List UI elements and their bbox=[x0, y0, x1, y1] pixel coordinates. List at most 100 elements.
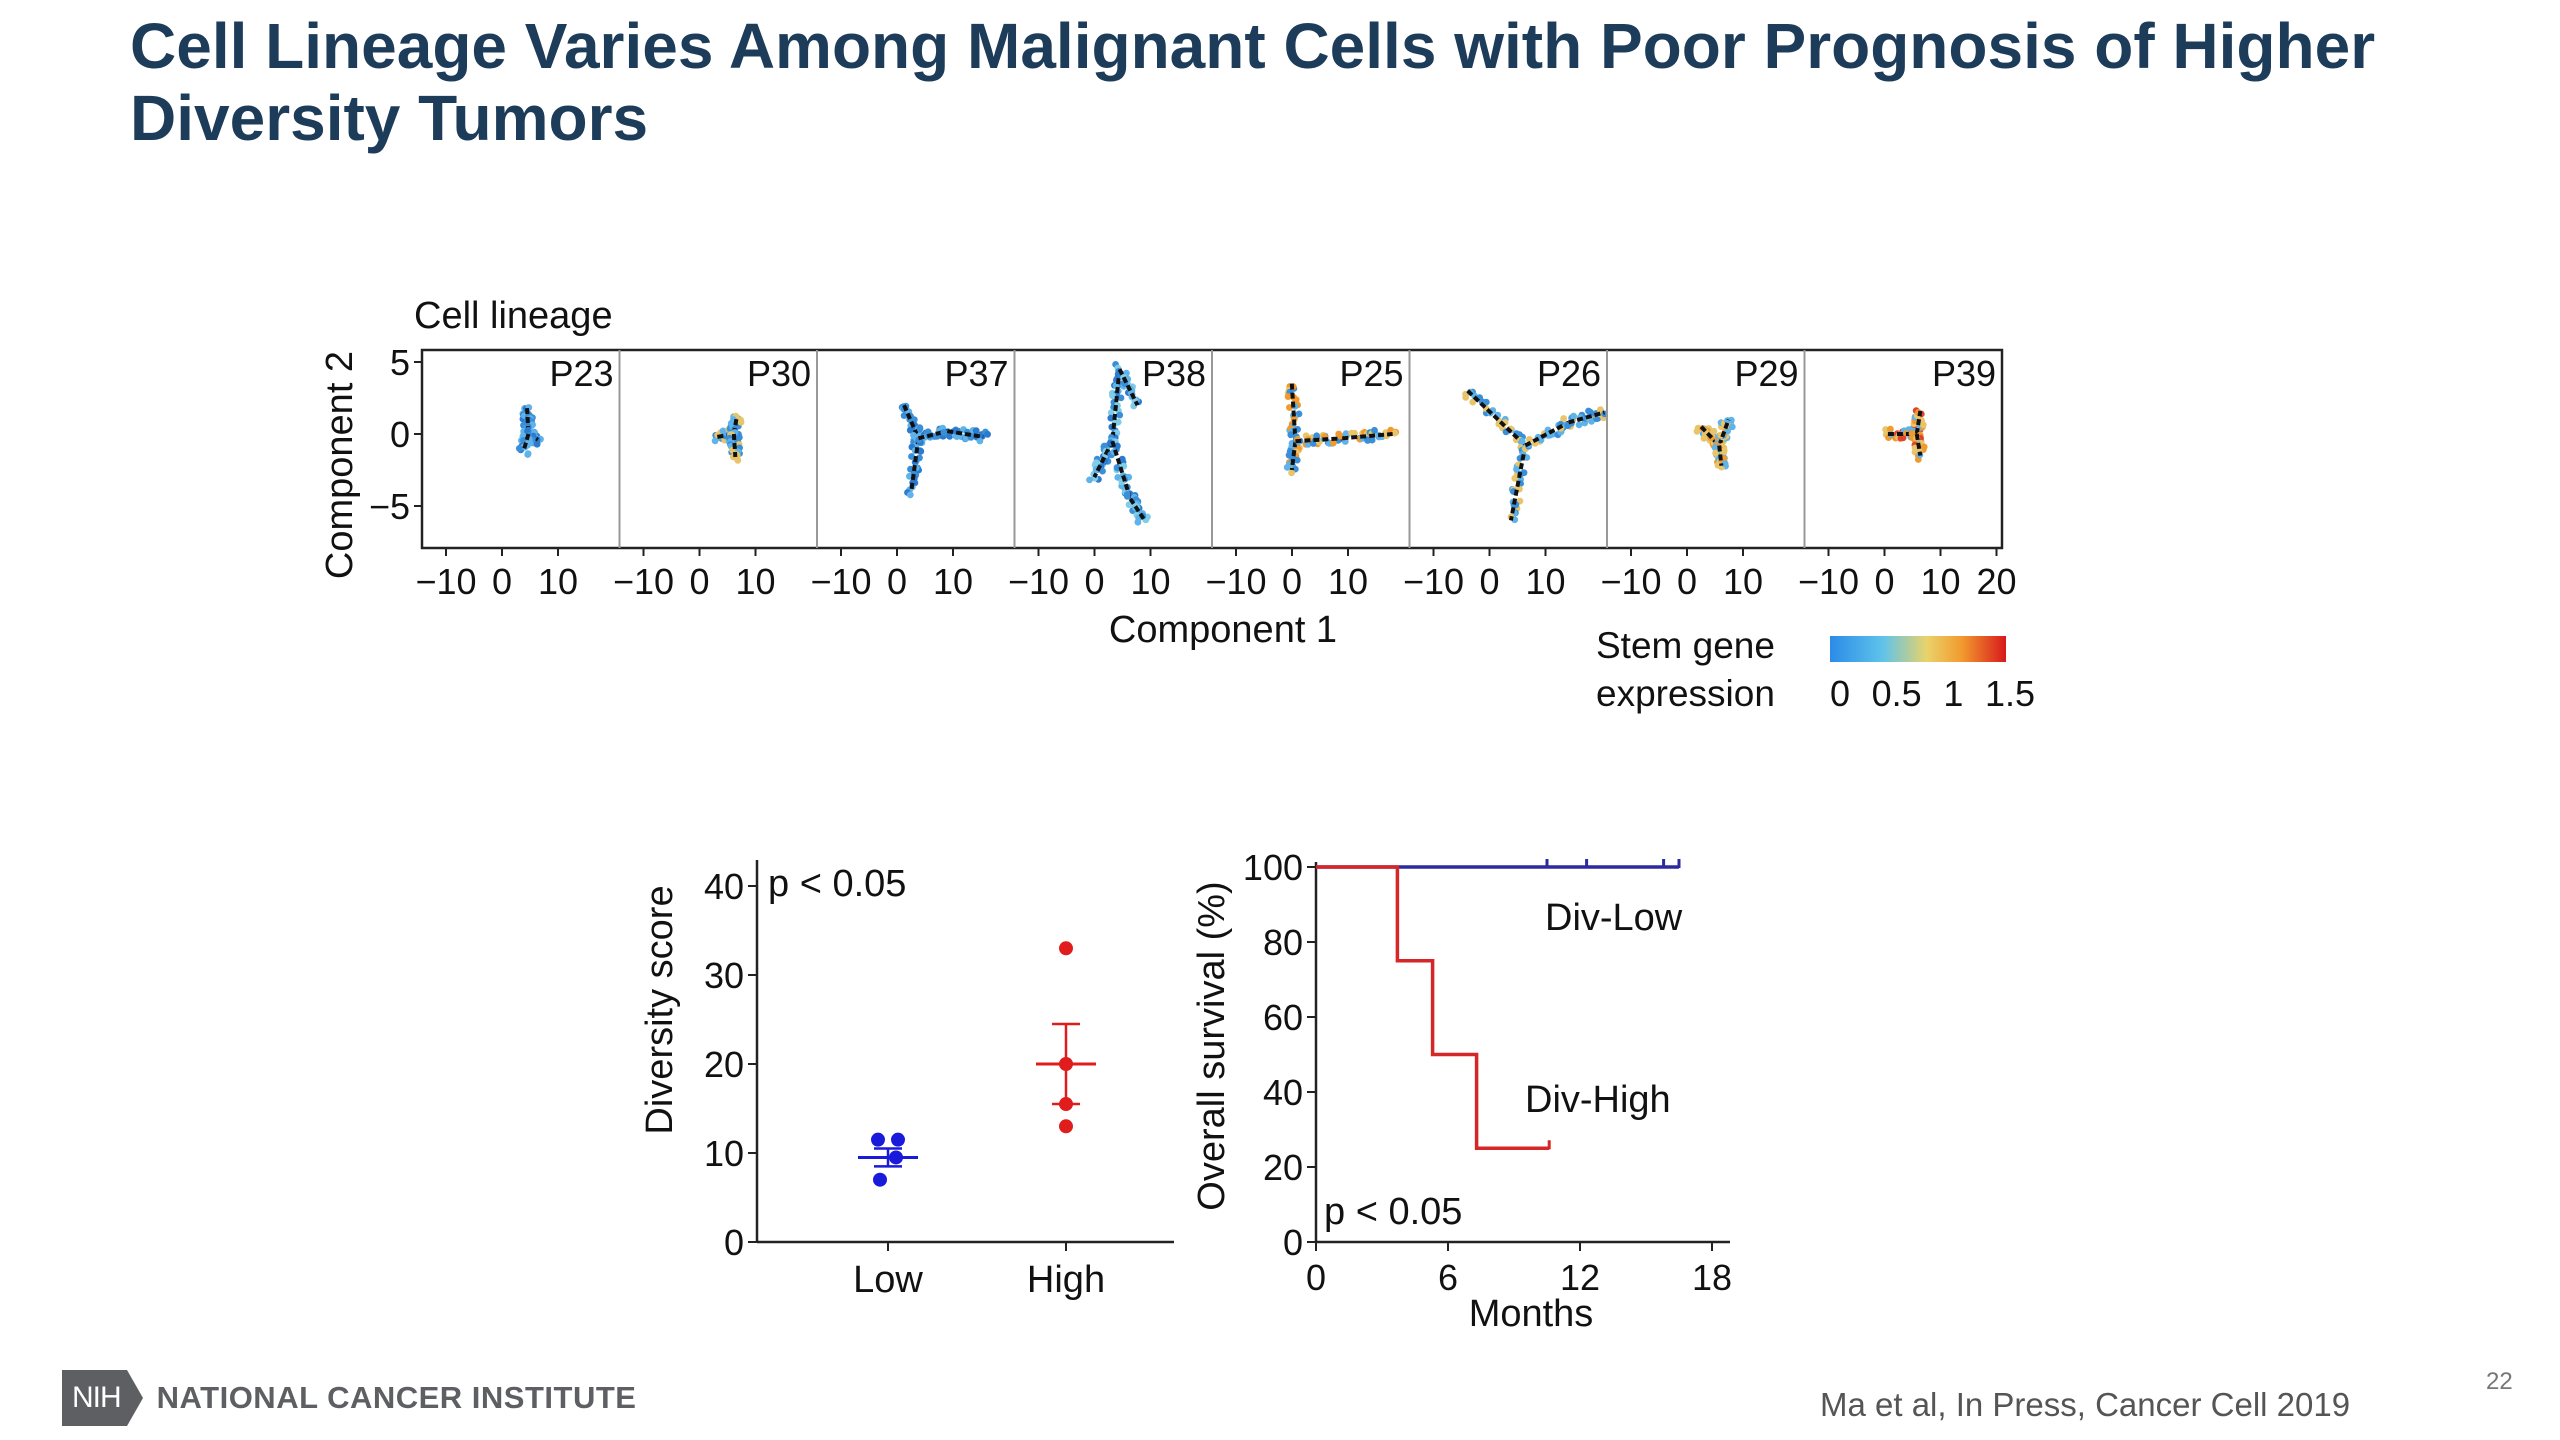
lineage-x-tick-label: 0 bbox=[1677, 561, 1697, 602]
lineage-cell-point bbox=[906, 491, 914, 499]
lineage-cell-point bbox=[1887, 425, 1894, 433]
lineage-trajectory bbox=[1717, 445, 1724, 466]
diversity-point bbox=[1059, 1057, 1073, 1071]
lineage-trajectory bbox=[1128, 497, 1147, 522]
lineage-cell-point bbox=[916, 426, 923, 434]
lineage-x-tick-label: 0 bbox=[1874, 561, 1894, 602]
lineage-cell-point bbox=[946, 433, 954, 440]
survival-y-tick-label: 20 bbox=[1263, 1147, 1303, 1188]
cell-lineage-title: Cell lineage bbox=[414, 295, 613, 337]
lineage-x-tick-label: 0 bbox=[492, 561, 512, 602]
lineage-x-tick-label: −10 bbox=[1008, 561, 1069, 602]
colorbar-label-line1: Stem gene bbox=[1596, 625, 1775, 666]
lineage-panel-points bbox=[898, 402, 991, 499]
lineage-x-tick-label: 20 bbox=[1976, 561, 2016, 602]
lineage-cell-point bbox=[1882, 426, 1889, 433]
lineage-panel-points bbox=[1462, 388, 1608, 524]
lineage-cell-point bbox=[1286, 404, 1293, 411]
lineage-trajectory bbox=[1092, 440, 1115, 479]
lineage-cell-point bbox=[1107, 409, 1115, 417]
survival-x-tick-label: 6 bbox=[1438, 1257, 1458, 1298]
lineage-x-tick-label: 10 bbox=[1130, 561, 1170, 602]
colorbar-tick-label: 1.5 bbox=[1985, 673, 2035, 714]
lineage-cell-point bbox=[1899, 434, 1907, 442]
diversity-point bbox=[1059, 1119, 1073, 1134]
lineage-panel-label: P23 bbox=[549, 353, 613, 394]
diversity-marks bbox=[858, 941, 1096, 1187]
diversity-score-chart: Diversity score p < 0.05 0 10 20 30 40 Low Hig… bbox=[639, 860, 1174, 1301]
nih-mark: NIH bbox=[62, 1370, 127, 1426]
lineage-trajectory bbox=[1567, 410, 1606, 425]
colorbar-ticks: 0 0.5 1 1.5 bbox=[1830, 673, 2035, 714]
lineage-x-tick-label: 10 bbox=[735, 561, 775, 602]
lineage-cell-point bbox=[1107, 414, 1115, 422]
lineage-cell-point bbox=[1585, 407, 1592, 415]
lineage-panel-label: P26 bbox=[1537, 353, 1601, 394]
lineage-x-tick-label: 0 bbox=[689, 561, 709, 602]
diversity-y-tick-label: 0 bbox=[724, 1222, 744, 1263]
lineage-y-tick-label: 5 bbox=[390, 342, 410, 383]
lineage-x-tick-label: 10 bbox=[1723, 561, 1763, 602]
lineage-x-tick-label: −10 bbox=[613, 561, 674, 602]
lineage-cell-point bbox=[1368, 436, 1376, 444]
diversity-y-tick-label: 10 bbox=[704, 1133, 744, 1174]
nci-name: NATIONAL CANCER INSTITUTE bbox=[156, 1380, 637, 1415]
lineage-cell-point bbox=[1342, 430, 1350, 438]
lineage-panel-label: P39 bbox=[1932, 353, 1996, 394]
lineage-cell-point bbox=[1513, 465, 1520, 473]
survival-ticks: 0 20 40 60 80 100 0 6 12 18 bbox=[1243, 847, 1732, 1298]
survival-x-tick-label: 18 bbox=[1692, 1257, 1732, 1298]
lineage-x-tick-label: 10 bbox=[933, 561, 973, 602]
lineage-panel-label: P25 bbox=[1339, 353, 1403, 394]
diversity-p-value: p < 0.05 bbox=[768, 863, 906, 905]
lineage-x-tick-label: 10 bbox=[1328, 561, 1368, 602]
lineage-cell-point bbox=[515, 445, 523, 452]
lineage-cell-point bbox=[1099, 467, 1106, 475]
survival-y-tick-label: 100 bbox=[1243, 847, 1303, 888]
lineage-x-tick-label: 10 bbox=[1920, 561, 1960, 602]
lineage-cell-point bbox=[1371, 426, 1378, 434]
cell-lineage-chart: Cell lineage Component 2 Component 1 P23… bbox=[319, 295, 2017, 651]
lineage-trajectory bbox=[521, 433, 531, 452]
diversity-point bbox=[889, 1150, 903, 1165]
lineage-panel-label: P30 bbox=[747, 353, 811, 394]
lineage-cell-point bbox=[984, 430, 991, 438]
lineage-panel-label: P37 bbox=[944, 353, 1008, 394]
survival-x-tick-label: 0 bbox=[1306, 1257, 1326, 1298]
lineage-cell-point bbox=[1720, 449, 1728, 456]
lineage-y-tick-label: 0 bbox=[390, 414, 410, 455]
survival-x-axis-label: Months bbox=[1469, 1293, 1594, 1335]
diversity-point bbox=[1059, 941, 1073, 956]
diversity-point bbox=[871, 1132, 885, 1147]
lineage-panel-points bbox=[515, 404, 544, 458]
lineage-trajectory bbox=[1110, 440, 1133, 500]
lineage-x-tick-label: 10 bbox=[1525, 561, 1565, 602]
lineage-panel-points bbox=[711, 412, 745, 464]
lineage-cell-point bbox=[1518, 437, 1526, 445]
lineage-x-tick-label: −10 bbox=[1600, 561, 1661, 602]
lineage-trajectory bbox=[1289, 383, 1298, 442]
lineage-cell-point bbox=[1560, 415, 1567, 422]
lineage-x-tick-label: −10 bbox=[415, 561, 476, 602]
lineage-cell-point bbox=[917, 447, 925, 455]
div-low-label: Div-Low bbox=[1545, 897, 1683, 939]
lineage-y-ticks: 5 0 −5 bbox=[369, 342, 422, 527]
lineage-x-tick-label: 0 bbox=[887, 561, 907, 602]
colorbar-tick-label: 1 bbox=[1943, 673, 1963, 714]
stem-gene-colorbar: Stem gene expression 0 0.5 1 1.5 bbox=[1596, 625, 2035, 714]
lineage-cell-point bbox=[1469, 398, 1477, 406]
lineage-cell-point bbox=[1721, 460, 1729, 468]
lineage-panel-label: P38 bbox=[1142, 353, 1206, 394]
lineage-cell-point bbox=[900, 412, 908, 419]
survival-chart: Overall survival (%) Months p < 0.05 0 20… bbox=[1191, 847, 1732, 1335]
lineage-y-tick-label: −5 bbox=[369, 486, 410, 527]
lineage-cell-point bbox=[1570, 412, 1577, 420]
lineage-trajectory bbox=[731, 433, 738, 458]
lineage-cell-point bbox=[1511, 474, 1519, 482]
lineage-x-tick-label: −10 bbox=[1403, 561, 1464, 602]
lineage-cell-point bbox=[916, 454, 923, 462]
survival-p-value: p < 0.05 bbox=[1324, 1191, 1462, 1233]
lineage-cell-point bbox=[1109, 392, 1116, 400]
survival-x-tick-label: 12 bbox=[1560, 1257, 1600, 1298]
